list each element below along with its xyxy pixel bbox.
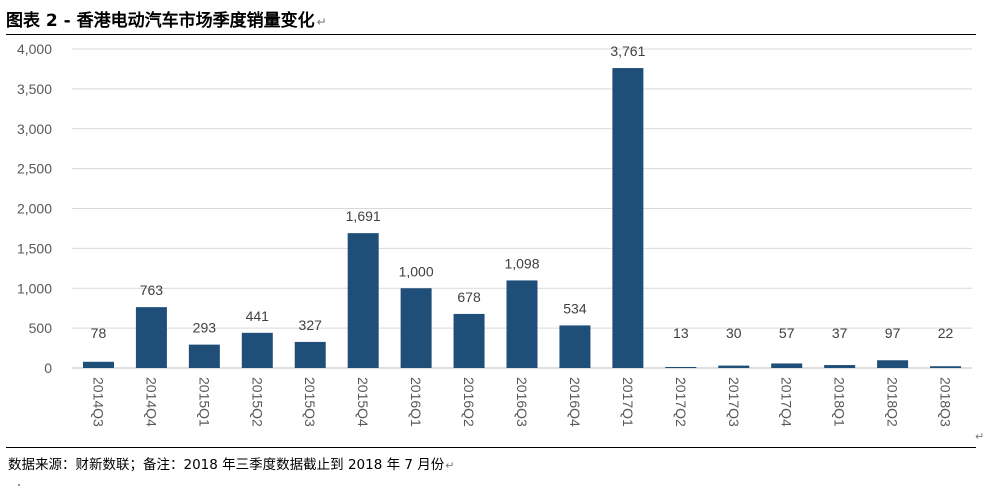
x-tick-label: 2017Q4: [779, 377, 795, 427]
bar: [241, 332, 273, 368]
data-label: 441: [246, 308, 270, 324]
x-tick-label: 2014Q3: [90, 377, 106, 427]
x-tick-label: 2014Q4: [143, 377, 159, 427]
y-tick-label: 1,000: [17, 280, 52, 296]
data-label: 30: [726, 325, 742, 341]
bar-chart: 05001,0001,5002,0002,5003,0003,5004,000 …: [17, 41, 972, 427]
y-tick-label: 0: [44, 360, 52, 376]
data-label: 22: [938, 325, 954, 341]
source-note: 数据来源：财新数联；备注：2018 年三季度数据截止到 2018 年 7 月份↵: [8, 453, 454, 473]
bar: [824, 365, 856, 368]
data-label: 763: [140, 282, 164, 298]
bars: [82, 68, 962, 369]
data-label: 37: [832, 325, 848, 341]
bar: [294, 341, 326, 368]
data-label: 1,691: [346, 208, 381, 224]
bar: [135, 307, 167, 368]
data-label: 13: [673, 325, 689, 341]
paragraph-mark-icon: ↵: [445, 459, 455, 472]
x-tick-label: 2015Q2: [249, 377, 265, 427]
x-tick-label: 2018Q2: [885, 377, 901, 427]
bar: [877, 360, 909, 368]
data-labels: 78 763 293 441 327 1,691 1,000 678 1,098 534 3,761…: [91, 43, 954, 341]
x-tick-label: 2017Q2: [673, 377, 689, 427]
x-tick-label: 2017Q3: [726, 377, 742, 427]
bar: [771, 363, 803, 368]
source-note-text: 数据来源：财新数联；备注：2018 年三季度数据截止到 2018 年 7 月份: [8, 457, 445, 473]
y-tick-label: 500: [29, 320, 53, 336]
x-tick-label: 2015Q3: [302, 377, 318, 427]
data-label: 327: [299, 317, 323, 333]
y-tick-label: 1,500: [17, 240, 52, 256]
bar: [506, 280, 538, 368]
x-tick-label: 2015Q1: [196, 377, 212, 427]
bar: [930, 366, 962, 368]
bar: [559, 325, 591, 368]
y-tick-label: 3,500: [17, 81, 52, 97]
bar: [347, 233, 379, 368]
bar: [400, 288, 432, 368]
bar: [188, 344, 220, 368]
x-tick-label: 2016Q4: [567, 377, 583, 427]
bar: [82, 361, 114, 368]
cursor-dot: [18, 484, 20, 486]
data-label: 1,098: [504, 255, 539, 271]
bar: [665, 366, 697, 368]
top-rule: [6, 34, 976, 35]
data-label: 97: [885, 325, 901, 341]
x-tick-label: 2015Q4: [355, 377, 371, 427]
data-label: 3,761: [610, 43, 645, 59]
x-axis-ticks: 2014Q3 2014Q4 2015Q1 2015Q2 2015Q3 2015Q4 2016…: [90, 377, 953, 427]
x-tick-label: 2016Q1: [408, 377, 424, 427]
bar: [718, 365, 750, 368]
bar: [612, 68, 644, 369]
x-tick-label: 2017Q1: [620, 377, 636, 427]
x-tick-label: 2018Q1: [832, 377, 848, 427]
y-tick-label: 3,000: [17, 121, 52, 137]
chart-caption-text: 图表 2 - 香港电动汽车市场季度销量变化: [6, 11, 315, 31]
data-label: 534: [563, 300, 587, 316]
y-tick-label: 4,000: [17, 41, 52, 57]
data-label: 1,000: [399, 263, 434, 279]
paragraph-mark-icon: ↵: [316, 15, 327, 29]
x-tick-label: 2016Q3: [514, 377, 530, 427]
bottom-rule: [6, 447, 976, 448]
y-tick-label: 2,000: [17, 201, 52, 217]
gridlines: [72, 48, 972, 369]
y-axis-ticks: 0 500 1,000 1,500 2,000 2,500 3,000 3,500 4,000: [17, 41, 52, 376]
y-tick-label: 2,500: [17, 161, 52, 177]
x-tick-label: 2018Q3: [938, 377, 954, 427]
data-label: 293: [193, 320, 217, 336]
x-tick-label: 2016Q2: [461, 377, 477, 427]
chart-caption: 图表 2 - 香港电动汽车市场季度销量变化 ↵: [6, 6, 327, 31]
paragraph-mark-icon: ↵: [975, 431, 985, 443]
data-label: 678: [457, 289, 481, 305]
data-label: 78: [91, 325, 107, 341]
data-label: 57: [779, 325, 795, 341]
bar: [453, 313, 485, 368]
